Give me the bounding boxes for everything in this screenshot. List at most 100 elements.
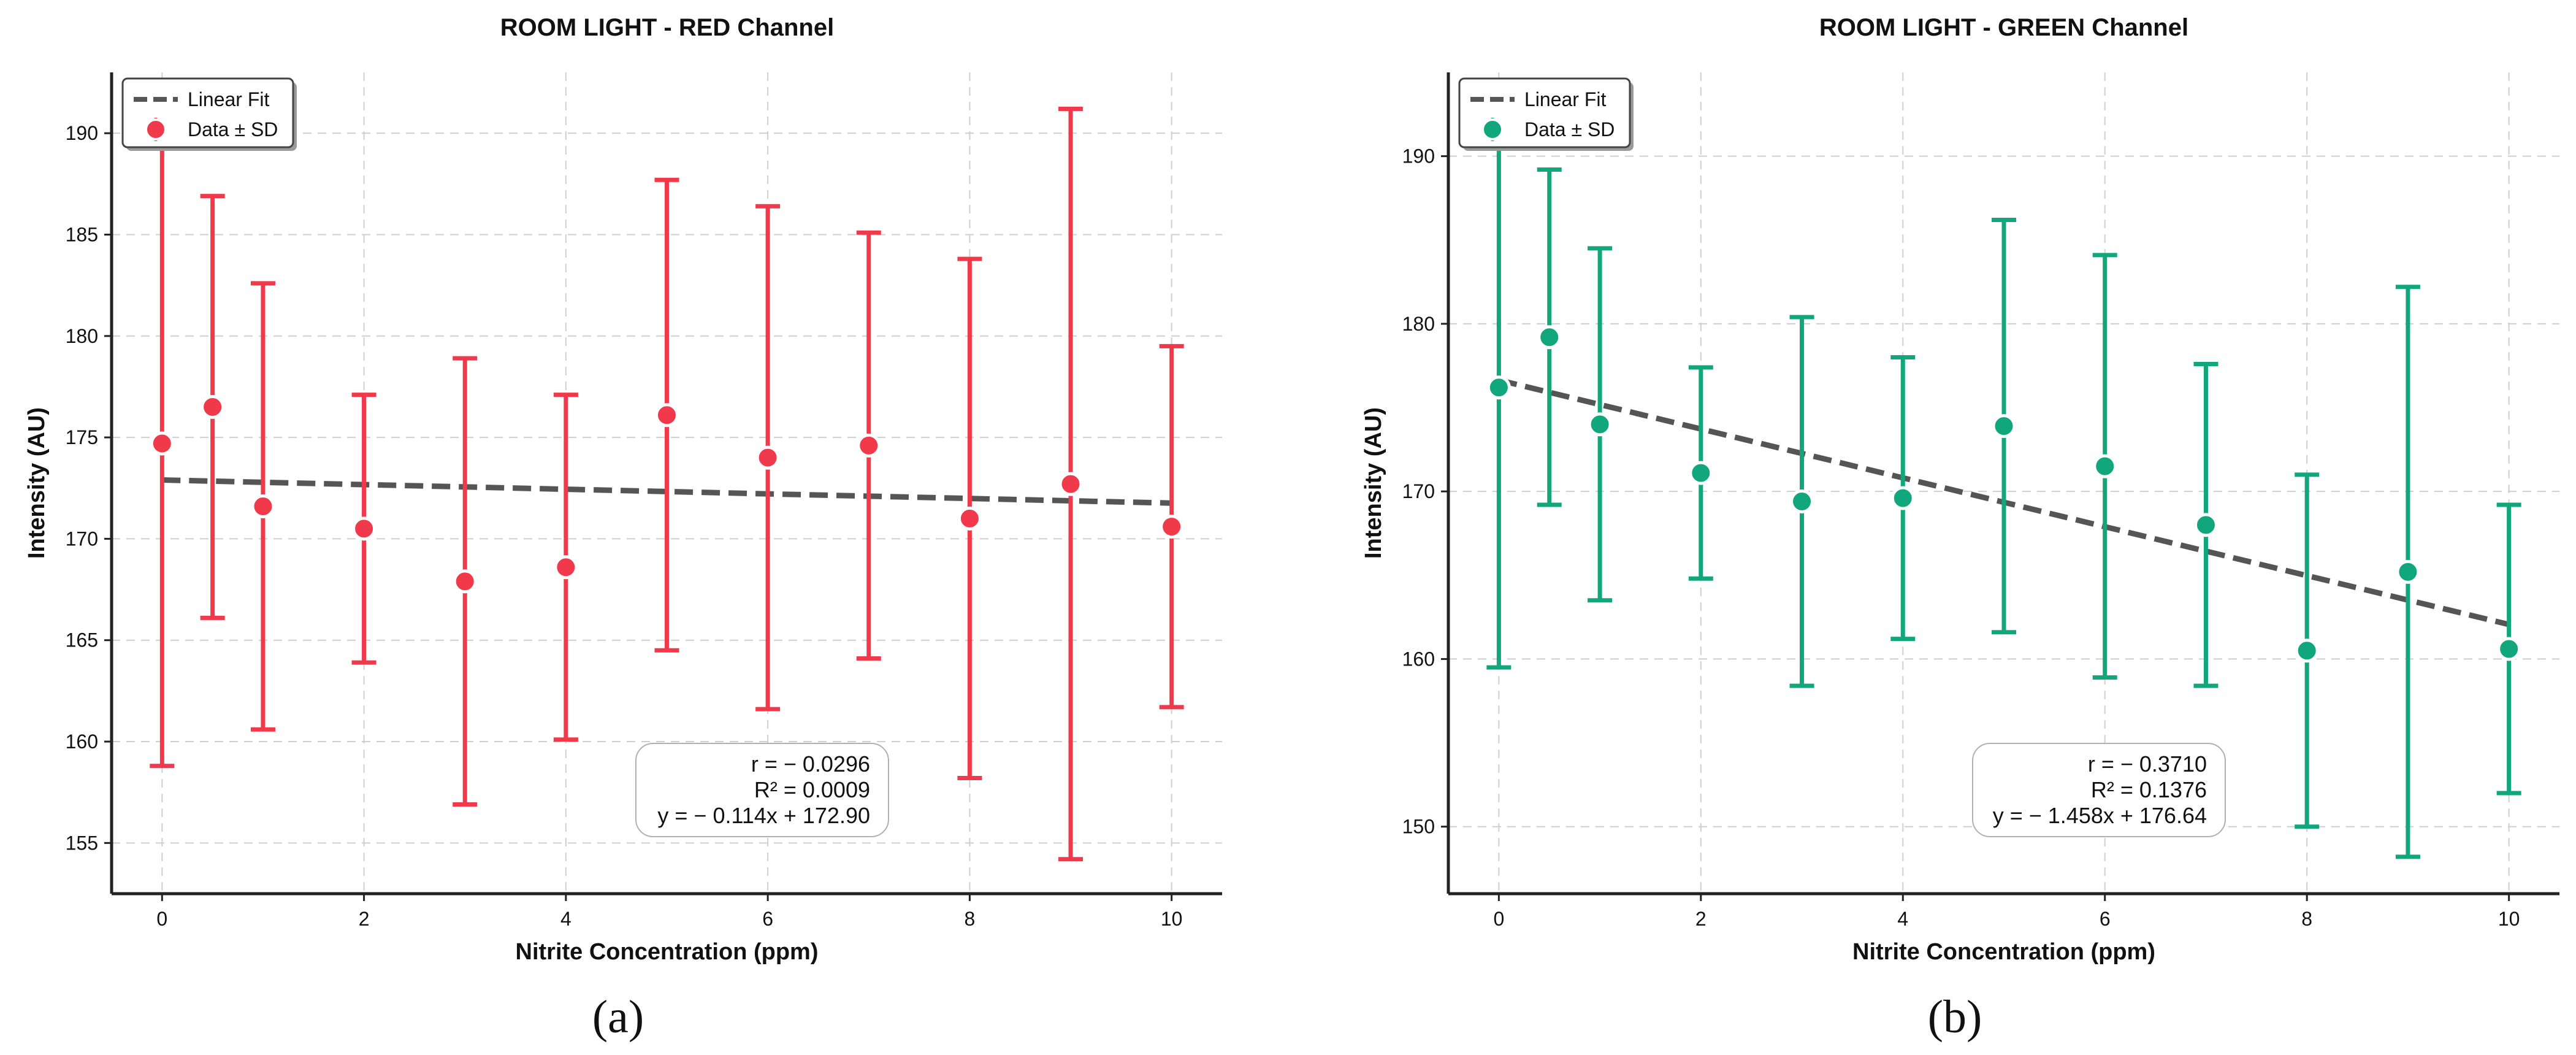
stats-box [1972,743,2226,837]
stats-r: r = − 0.0296 [751,751,870,777]
data-point-group [1058,107,1084,862]
y-tick-label: 190 [66,122,98,144]
data-point-group [1992,217,2016,635]
data-point [554,555,578,580]
legend: Linear Fit Data ± SD [1458,77,1634,151]
data-point-group [1588,246,1613,603]
data-point [2193,513,2218,537]
y-tick-label: 190 [1402,145,1435,167]
data-point-group [150,118,175,769]
data-point [352,516,376,541]
y-tick-label: 170 [66,528,98,550]
x-tick-label: 4 [560,908,571,930]
data-point [2396,559,2420,584]
y-tick-label: 150 [1402,816,1435,838]
y-tick-label: 160 [1402,648,1435,670]
data-point [1537,325,1562,350]
x-tick-label: 8 [2301,908,2312,930]
legend-data-marker [145,118,167,140]
panel-label: (a) [592,991,644,1043]
data-point [1689,461,1713,485]
data-point-group [250,281,275,732]
panel-label: (b) [1928,991,1982,1043]
data-point [2497,637,2521,661]
y-axis-label: Intensity (AU) [1361,407,1386,559]
data-point [755,445,780,470]
y-tick-label: 180 [1402,313,1435,335]
stats-r: r = − 0.3710 [2088,751,2207,777]
y-tick-label: 180 [66,325,98,347]
data-point [2093,454,2117,478]
data-point-group [2496,502,2521,796]
data-point [957,506,982,531]
data-point-group [1789,315,1814,688]
data-point-group [351,393,376,665]
stats-box [635,743,889,837]
data-point [2295,639,2319,663]
x-tick-label: 10 [1161,908,1183,930]
y-tick-label: 160 [66,731,98,753]
data-point-group [200,194,225,620]
y-tick-label: 165 [66,629,98,651]
stats-equation: y = − 1.458x + 176.64 [1993,803,2207,828]
data-point-group [1159,343,1184,710]
y-tick-label: 175 [66,426,98,448]
panel-red-channel: ROOM LIGHT - RED Channel 0 2 4 6 8 10 155 160 165… [24,14,1222,1043]
data-point [201,395,225,420]
data-point-group [755,204,781,712]
data-point-group [654,177,679,653]
legend-fit-label: Linear Fit [188,88,270,110]
x-tick-label: 10 [2498,908,2520,930]
data-point-group [453,356,478,807]
data-point-group [1890,355,1916,642]
legend: Linear Fit Data ± SD [121,77,297,151]
data-point-group [2092,253,2117,680]
x-tick-label: 2 [359,908,370,930]
legend-data-label: Data ± SD [188,118,278,140]
data-point-group [2295,472,2320,829]
x-tick-label: 6 [2100,908,2111,930]
y-tick-label: 155 [66,832,98,854]
stats-r2: R² = 0.0009 [754,777,870,802]
data-point [1588,412,1612,437]
data-point [150,431,174,456]
chart-title: ROOM LIGHT - GREEN Channel [1819,14,2188,41]
data-point-group [1688,365,1713,581]
stats-r2: R² = 0.1376 [2091,777,2207,802]
x-axis-label: Nitrite Concentration (ppm) [516,939,819,965]
data-point-group [856,230,881,661]
data-point [1160,515,1184,539]
data-point [453,569,477,594]
data-point [1992,414,2016,439]
x-axis-label: Nitrite Concentration (ppm) [1852,939,2155,965]
legend-data-label: Data ± SD [1524,118,1615,140]
chart-title: ROOM LIGHT - RED Channel [500,14,834,41]
x-tick-label: 0 [156,908,167,930]
data-series [1486,105,2521,859]
y-axis-label: Intensity (AU) [24,407,50,559]
x-tick-label: 6 [762,908,773,930]
legend-fit-label: Linear Fit [1524,88,1607,110]
x-tick-label: 4 [1897,908,1908,930]
data-point [1790,489,1814,514]
data-point [1058,472,1083,496]
data-point [1890,486,1915,510]
data-point-group [553,393,578,742]
data-point-group [2395,285,2420,859]
y-tick-label: 185 [66,223,98,245]
stats-equation: y = − 0.114x + 172.90 [657,803,870,828]
x-tick-label: 8 [965,908,976,930]
x-tick-label: 2 [1695,908,1707,930]
legend-data-marker [1481,118,1504,140]
data-point-group [957,256,982,781]
data-point [1486,375,1511,400]
data-point [857,433,881,458]
x-tick-label: 0 [1493,908,1504,930]
panel-green-channel: ROOM LIGHT - GREEN Channel 0 2 4 6 8 10 150 160 1… [1361,14,2559,1043]
data-point [655,403,679,428]
data-point [251,494,275,519]
data-point-group [2193,361,2219,688]
data-point-group [1537,167,1562,507]
data-point-group [1486,105,1512,670]
